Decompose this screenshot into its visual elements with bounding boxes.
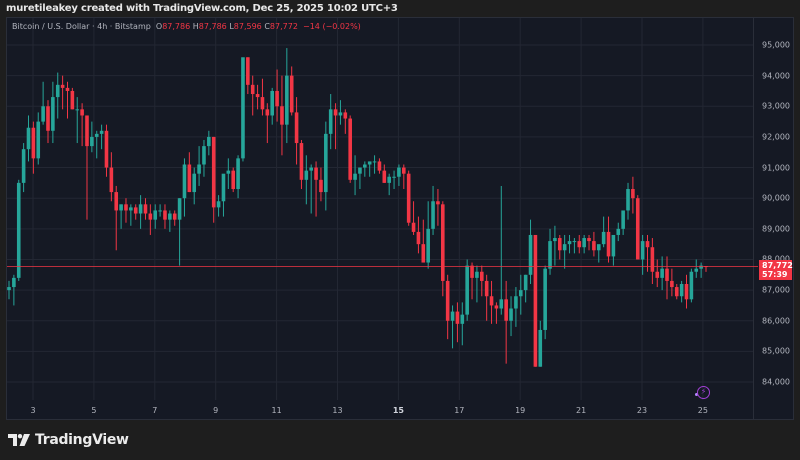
y-tick-label: 88,000 <box>762 255 790 264</box>
x-tick-label: 9 <box>213 406 219 415</box>
lightning-event-icon[interactable]: ⚡ <box>697 386 710 399</box>
open-label: O <box>155 22 163 31</box>
close-label: C <box>264 22 270 31</box>
x-tick-label: 17 <box>454 406 465 415</box>
x-tick-label: 19 <box>515 406 526 415</box>
bar-countdown: 57:39 <box>762 270 788 279</box>
y-tick-label: 92,000 <box>762 132 790 142</box>
high-label: H <box>192 22 199 31</box>
last-price-badge: 87,772 57:39 <box>759 260 793 280</box>
low-value: 87,596 <box>233 22 262 31</box>
event-dot-icon <box>695 393 698 396</box>
y-tick-label: 89,000 <box>762 224 790 234</box>
y-tick-label: 91,000 <box>762 163 790 173</box>
low-label: L <box>229 22 234 31</box>
attribution-line: muretileakey created with TradingView.co… <box>6 3 398 14</box>
y-tick-label: 84,000 <box>762 377 790 387</box>
y-tick-label: 87,000 <box>762 285 790 295</box>
tradingview-logo: TradingView <box>8 432 129 448</box>
tradingview-mark-icon <box>8 434 30 446</box>
y-tick-label: 94,000 <box>762 71 790 81</box>
x-tick-label: 21 <box>576 406 587 415</box>
x-tick-label: 5 <box>91 406 97 415</box>
x-tick-label: 25 <box>697 406 708 415</box>
change-value: −14 (−0.02%) <box>303 22 361 31</box>
symbol-title: Bitcoin / U.S. Dollar · 4h · Bitstamp <box>12 22 151 31</box>
x-tick-label: 13 <box>332 406 343 415</box>
x-tick-label: 11 <box>271 406 282 415</box>
symbol-legend: Bitcoin / U.S. Dollar · 4h · Bitstamp O8… <box>12 22 361 31</box>
y-tick-label: 95,000 <box>762 40 790 50</box>
open-value: 87,786 <box>162 22 191 31</box>
y-tick-label: 93,000 <box>762 101 790 111</box>
price-scale[interactable] <box>754 17 794 420</box>
y-tick-label: 90,000 <box>762 193 790 203</box>
last-price: 87,772 <box>762 261 793 270</box>
high-value: 87,786 <box>198 22 227 31</box>
brand-name: TradingView <box>35 432 129 448</box>
y-tick-label: 86,000 <box>762 316 790 326</box>
x-tick-label: 23 <box>636 406 648 415</box>
x-tick-label: 3 <box>30 406 36 415</box>
x-tick-label: 7 <box>152 406 158 415</box>
y-tick-label: 85,000 <box>762 346 790 356</box>
x-tick-label: 15 <box>392 406 404 415</box>
close-value: 87,772 <box>269 22 298 31</box>
